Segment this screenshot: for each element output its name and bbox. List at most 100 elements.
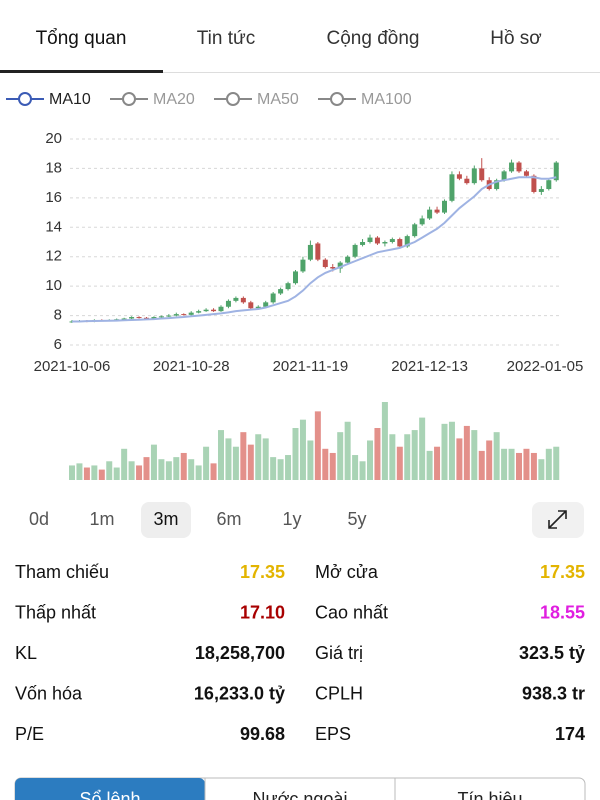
candle-body	[479, 168, 485, 181]
stat-value: 323.5 tỷ	[519, 643, 585, 663]
candle-body	[151, 317, 157, 319]
range-button[interactable]: 0d	[29, 509, 49, 529]
volume-bar	[247, 444, 254, 480]
volume-bar	[173, 457, 180, 480]
candle-body	[397, 239, 403, 247]
volume-bar	[344, 421, 351, 480]
candle-body	[345, 256, 351, 263]
stat-label: Cao nhất	[315, 602, 388, 622]
volume-bar	[419, 417, 426, 480]
candle-body	[449, 174, 455, 201]
candle-body	[136, 317, 142, 319]
candle-body	[352, 244, 358, 257]
stat-label: Giá trị	[315, 643, 363, 663]
stat-label: Mở cửa	[315, 562, 379, 582]
stat-label: Vốn hóa	[15, 683, 83, 703]
candle-body	[144, 317, 149, 319]
stat-label: KL	[15, 643, 37, 663]
range-button[interactable]: 3m	[153, 509, 178, 529]
stat-label: Tham chiếu	[15, 562, 109, 582]
legend-marker	[226, 92, 240, 106]
volume-bar	[389, 434, 396, 480]
y-tick-label: 14	[45, 218, 62, 235]
candle-body	[553, 162, 559, 181]
candle-body	[419, 218, 425, 225]
tab[interactable]: Tổng quan	[36, 28, 127, 49]
x-tick-label: 2021-10-06	[34, 358, 111, 375]
volume-bar	[69, 465, 75, 480]
volume-bar	[210, 463, 217, 480]
range-button[interactable]: 5y	[347, 509, 366, 529]
bottom-tab[interactable]: Tín hiệu	[457, 789, 522, 800]
volume-bar	[113, 467, 120, 480]
candle-body	[404, 236, 410, 247]
candle-body	[367, 237, 373, 242]
volume-bar	[307, 440, 314, 480]
stat-label: P/E	[15, 724, 44, 744]
volume-bar	[411, 430, 418, 480]
volume-bar	[314, 411, 321, 480]
volume-bar	[404, 434, 411, 480]
candle-body	[546, 180, 552, 190]
stat-value: 16,233.0 tỷ	[194, 683, 285, 703]
candle-body	[263, 302, 269, 307]
y-tick-label: 6	[54, 336, 62, 353]
bottom-tab[interactable]: Nước ngoài	[253, 789, 348, 800]
tab[interactable]: Tin tức	[197, 28, 255, 49]
candle-body	[233, 297, 239, 301]
legend-label[interactable]: MA10	[49, 91, 91, 108]
candle-body	[330, 267, 336, 269]
volume-bar	[188, 459, 195, 480]
volume-bar	[434, 446, 441, 480]
stat-value: 18.55	[540, 602, 585, 622]
candle-body	[166, 315, 172, 317]
legend-label[interactable]: MA20	[153, 91, 195, 108]
legend-label[interactable]: MA50	[257, 91, 299, 108]
volume-bar	[367, 440, 373, 480]
volume-bar	[322, 448, 329, 480]
volume-bar	[471, 430, 478, 480]
candle-body	[240, 297, 246, 303]
range-active-bg	[141, 502, 191, 538]
bottom-tab[interactable]: Sổ lệnh	[79, 789, 140, 800]
volume-bar	[180, 452, 187, 480]
volume-bar	[493, 432, 500, 480]
y-tick-label: 10	[45, 277, 62, 294]
candle-body	[121, 318, 127, 320]
volume-bar	[463, 425, 470, 480]
volume-bar	[352, 455, 359, 480]
volume-bar	[396, 446, 403, 480]
x-tick-label: 2021-10-28	[153, 358, 230, 375]
range-button[interactable]: 6m	[216, 509, 241, 529]
candle-body	[523, 171, 529, 176]
expand-button[interactable]	[532, 502, 584, 538]
expand-icon	[548, 510, 567, 529]
candle-body	[218, 306, 224, 312]
y-tick-label: 12	[45, 248, 62, 265]
legend-marker	[330, 92, 344, 106]
candle-body	[494, 180, 500, 190]
candle-body	[158, 316, 164, 318]
candle-body	[285, 283, 291, 290]
candle-body	[300, 259, 306, 272]
volume-bar	[299, 419, 306, 480]
active-tab-underline	[0, 70, 163, 73]
volume-bar	[91, 465, 98, 480]
volume-bar	[232, 446, 239, 480]
candle-body	[412, 224, 418, 237]
stat-value: 17.35	[540, 562, 585, 582]
volume-bar	[448, 421, 455, 480]
x-tick-label: 2021-12-13	[391, 358, 468, 375]
range-button[interactable]: 1y	[282, 509, 301, 529]
tab[interactable]: Hồ sơ	[490, 28, 542, 49]
tab[interactable]: Cộng đồng	[327, 28, 420, 49]
candle-body	[307, 244, 313, 260]
volume-bar	[158, 459, 165, 480]
candle-body	[322, 259, 328, 268]
volume-bar	[277, 459, 284, 480]
candle-body	[225, 300, 231, 307]
candle-body	[434, 209, 440, 213]
range-button[interactable]: 1m	[89, 509, 114, 529]
legend-label[interactable]: MA100	[361, 91, 412, 108]
